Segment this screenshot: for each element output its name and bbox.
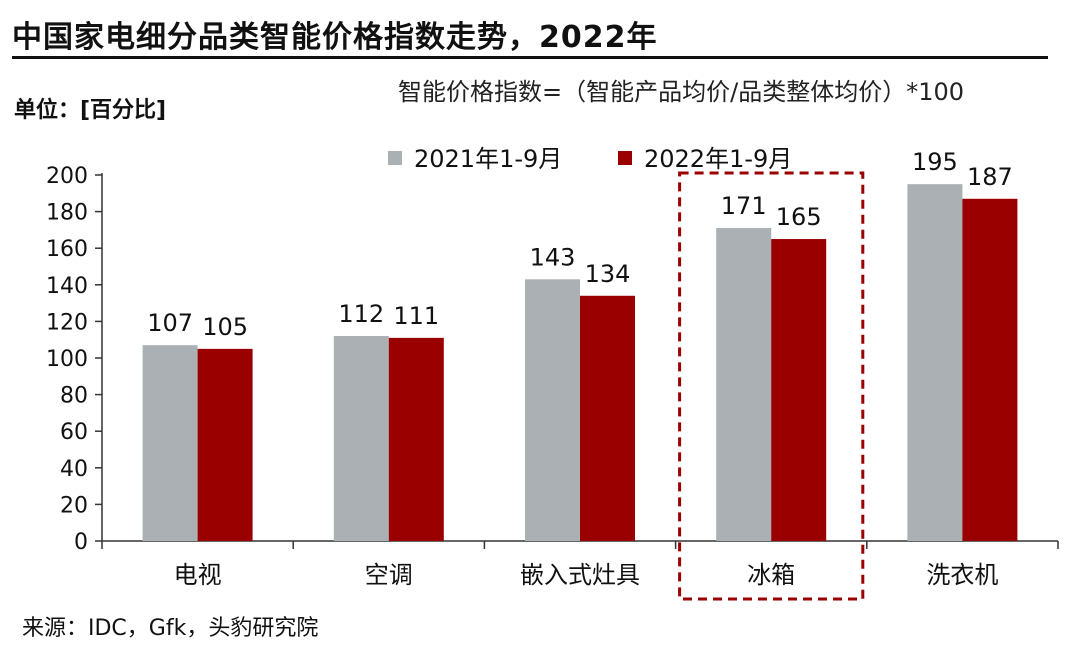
legend-label: 2022年1-9月: [644, 145, 792, 173]
highlight-box: [678, 171, 865, 601]
data-label: 171: [721, 192, 767, 220]
bar: [525, 279, 580, 541]
x-category-label: 洗衣机: [926, 561, 998, 589]
title-underline: [12, 56, 1048, 59]
unit-label: 单位：[百分比]: [14, 98, 167, 123]
data-label: 111: [393, 302, 439, 330]
formula-note: 智能价格指数=（智能产品均价/品类整体均价）*100: [398, 78, 965, 106]
source-note: 来源：IDC，Gfk，头豹研究院: [22, 616, 319, 641]
legend-swatch: [618, 151, 632, 165]
data-label: 195: [912, 148, 958, 176]
y-tick-label: 0: [74, 530, 88, 555]
data-label: 187: [967, 163, 1013, 191]
bar: [580, 295, 635, 541]
x-category-label: 冰箱: [747, 561, 795, 589]
x-category-label: 嵌入式灶具: [520, 561, 640, 589]
data-label: 112: [338, 300, 384, 328]
legend-label: 2021年1-9月: [414, 145, 562, 173]
data-label: 134: [585, 260, 631, 288]
y-tick-label: 160: [46, 237, 88, 262]
y-tick-label: 140: [46, 274, 88, 299]
bar: [197, 348, 253, 541]
bar: [771, 239, 827, 542]
bar: [907, 184, 963, 541]
y-tick-label: 40: [60, 457, 88, 482]
bar: [333, 336, 389, 541]
data-label: 143: [530, 243, 576, 271]
x-category-label: 电视: [174, 561, 222, 589]
y-tick-label: 100: [46, 347, 88, 372]
bar: [142, 345, 198, 541]
bar: [388, 337, 444, 541]
bar: [716, 228, 772, 541]
data-label: 105: [202, 313, 248, 341]
y-tick-label: 80: [60, 384, 88, 409]
data-label: 107: [147, 309, 193, 337]
legend-swatch: [388, 151, 402, 165]
y-tick-label: 200: [46, 164, 88, 189]
x-category-label: 空调: [365, 561, 413, 589]
bar: [962, 198, 1018, 542]
y-tick-label: 20: [60, 493, 88, 518]
y-tick-label: 120: [46, 310, 88, 335]
data-label: 165: [776, 203, 822, 231]
y-tick-label: 180: [46, 201, 88, 226]
y-tick-label: 60: [60, 420, 88, 445]
chart-title: 中国家电细分品类智能价格指数走势，2022年: [12, 20, 658, 55]
